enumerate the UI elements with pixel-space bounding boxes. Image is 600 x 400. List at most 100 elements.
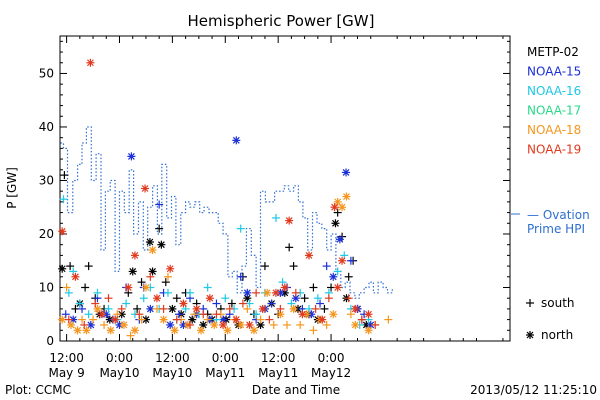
- data-point-noaa-18: [322, 320, 331, 329]
- data-point-noaa-19: [97, 310, 106, 319]
- data-point-noaa-16: [64, 288, 73, 297]
- data-point-noaa-19: [351, 304, 360, 313]
- plot-frame: [59, 35, 511, 342]
- data-point-noaa-15: [243, 288, 252, 297]
- data-point-noaa-19: [91, 299, 100, 308]
- data-point-noaa-18: [346, 310, 355, 319]
- data-point-metp-02: [309, 283, 318, 292]
- data-point-noaa-15: [335, 235, 344, 244]
- data-point-noaa-19: [258, 304, 267, 313]
- data-point-noaa-19: [276, 304, 285, 313]
- data-point-noaa-19: [238, 299, 247, 308]
- marker-legend-north-symbol: [526, 331, 534, 339]
- legend-entry-metp-02: METP-02: [527, 45, 579, 59]
- data-point-metp-02: [161, 278, 170, 287]
- data-point-noaa-16: [333, 267, 342, 276]
- x-tick-label-time: 0:00: [106, 351, 133, 365]
- data-point-metp-02: [133, 304, 142, 313]
- data-point-noaa-18: [130, 326, 139, 335]
- data-point-noaa-19: [111, 315, 120, 324]
- data-point-noaa-19: [130, 251, 139, 260]
- data-point-metp-02: [60, 171, 69, 180]
- ovation-hpi-layer: [60, 126, 393, 299]
- data-point-noaa-19: [371, 320, 380, 329]
- data-point-noaa-18: [100, 320, 109, 329]
- data-point-noaa-16: [236, 224, 245, 233]
- data-point-noaa-15: [267, 299, 276, 308]
- ovation-label-line1: — Ovation: [527, 208, 590, 222]
- data-point-noaa-15: [329, 272, 338, 281]
- x-tick-label-date: May10: [99, 366, 139, 380]
- data-point-noaa-18: [249, 326, 258, 335]
- data-point-noaa-16: [122, 299, 131, 308]
- data-point-noaa-19: [364, 310, 373, 319]
- marker-legend-north: north: [541, 328, 573, 342]
- data-point-noaa-18: [62, 283, 71, 292]
- data-point-noaa-18: [223, 326, 232, 335]
- data-point-noaa-18: [119, 320, 128, 329]
- data-point-noaa-16: [313, 294, 322, 303]
- data-point-noaa-16: [59, 195, 68, 204]
- data-point-metp-02: [172, 294, 181, 303]
- data-point-noaa-19: [232, 315, 241, 324]
- data-point-noaa-15: [346, 256, 355, 265]
- y-tick-label: 30: [39, 173, 54, 187]
- data-point-metp-02: [300, 294, 309, 303]
- data-point-noaa-16: [163, 288, 172, 297]
- data-point-noaa-18: [342, 192, 351, 201]
- data-point-noaa-18: [73, 326, 82, 335]
- data-point-noaa-19: [285, 216, 294, 225]
- x-tick-label-date: May12: [311, 366, 351, 380]
- y-axis-label: P [GW]: [5, 167, 19, 209]
- data-point-noaa-19: [245, 320, 254, 329]
- ovation-hpi-line: [60, 126, 393, 299]
- data-point-noaa-18: [309, 326, 318, 335]
- y-tick-label: 0: [46, 334, 54, 348]
- data-point-noaa-19: [141, 184, 150, 193]
- data-point-noaa-19: [192, 304, 201, 313]
- x-axis-label: Date and Time: [252, 383, 340, 397]
- data-point-noaa-18: [170, 326, 179, 335]
- marker-legend: south north: [526, 296, 575, 342]
- data-point-noaa-16: [93, 288, 102, 297]
- data-point-noaa-19: [124, 283, 133, 292]
- data-point-noaa-19: [166, 264, 175, 273]
- data-point-noaa-18: [141, 283, 150, 292]
- data-point-noaa-18: [197, 326, 206, 335]
- data-point-noaa-18: [338, 203, 347, 212]
- data-point-noaa-19: [330, 203, 339, 212]
- data-point-noaa-18: [364, 326, 373, 335]
- data-point-noaa-15: [322, 262, 331, 271]
- data-point-noaa-19: [152, 294, 161, 303]
- data-point-metp-02: [227, 299, 236, 308]
- data-point-noaa-19: [291, 288, 300, 297]
- y-tick-label: 40: [39, 120, 54, 134]
- x-tick-label-date: May11: [258, 366, 298, 380]
- data-point-noaa-19: [199, 310, 208, 319]
- plot-timestamp: 2013/05/12 11:25:10: [470, 383, 597, 397]
- data-point-noaa-19: [146, 272, 155, 281]
- data-point-noaa-19: [265, 315, 274, 324]
- data-point-noaa-19: [212, 310, 221, 319]
- legend-entry-noaa-16: NOAA-16: [527, 84, 581, 98]
- x-tick-label-time: 0:00: [212, 351, 239, 365]
- data-point-noaa-19: [225, 304, 234, 313]
- data-point-noaa-18: [384, 315, 393, 324]
- data-point-noaa-19: [338, 256, 347, 265]
- data-point-noaa-18: [351, 320, 360, 329]
- legend-entry-noaa-15: NOAA-15: [527, 65, 581, 79]
- data-point-noaa-19: [58, 227, 67, 236]
- plot-source: Plot: CCMC: [5, 383, 71, 397]
- data-point-noaa-19: [80, 320, 89, 329]
- data-point-noaa-18: [203, 315, 212, 324]
- y-tick-label: 10: [39, 280, 54, 294]
- data-point-noaa-19: [357, 315, 366, 324]
- data-point-noaa-15: [212, 299, 221, 308]
- data-point-metp-02: [145, 238, 154, 247]
- data-point-noaa-19: [135, 310, 144, 319]
- x-tick-label-date: May11: [205, 366, 245, 380]
- data-point-metp-02: [285, 243, 294, 252]
- data-point-noaa-19: [324, 294, 333, 303]
